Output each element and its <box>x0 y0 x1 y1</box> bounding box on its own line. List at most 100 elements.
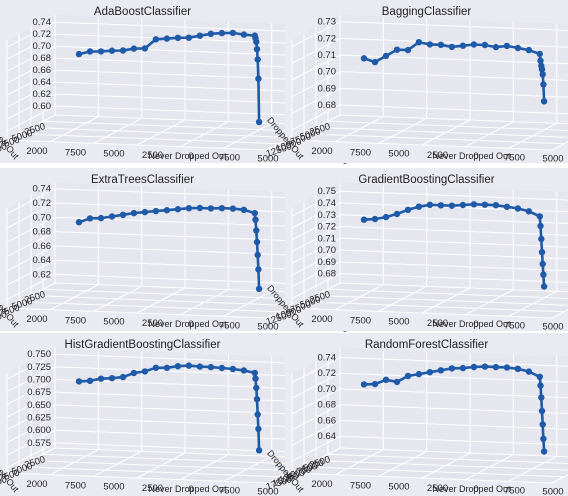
data-point-9 <box>448 365 456 372</box>
z-tick-label: 0.68 <box>318 269 337 280</box>
grid-line <box>315 460 568 471</box>
data-point-22 <box>255 425 262 433</box>
data-point-17 <box>536 213 543 220</box>
z-tick-label: 0.70 <box>33 41 52 52</box>
data-point-9 <box>163 364 171 371</box>
data-point-6 <box>415 370 423 378</box>
grid-line <box>30 295 292 306</box>
x-tick-label: 5000 <box>388 149 409 160</box>
data-point-9 <box>163 207 171 214</box>
data-point-7 <box>141 45 149 52</box>
data-point-17 <box>251 209 258 217</box>
data-point-20 <box>538 66 546 73</box>
data-point-1 <box>360 381 368 388</box>
data-point-3 <box>382 52 390 60</box>
data-point-9 <box>448 43 456 51</box>
y-tick-label: 10000 <box>0 309 8 328</box>
z-tick-label: 0.75 <box>318 186 337 197</box>
data-point-19 <box>538 235 545 243</box>
x-tick-label: 0 <box>473 151 478 162</box>
y-tick-label: 10000 <box>0 141 8 160</box>
data-point-8 <box>437 41 445 48</box>
data-point-15 <box>229 205 237 212</box>
data-point-17 <box>251 369 258 377</box>
data-point-14 <box>218 205 226 212</box>
data-point-3 <box>97 48 105 55</box>
data-point-18 <box>537 57 544 64</box>
data-point-15 <box>514 205 522 212</box>
z-tick-label: 0.64 <box>33 77 52 88</box>
data-point-9 <box>163 35 171 42</box>
z-tick-label: 0.74 <box>33 184 52 195</box>
chart-title: ExtraTreesClassifier <box>91 174 194 186</box>
z-tick-label: 0.70 <box>318 384 337 395</box>
data-point-23 <box>540 283 548 290</box>
x-axis-label: Never Dropped Out <box>148 151 227 161</box>
z-tick-label: 0.62 <box>33 89 52 100</box>
z-tick-label: 0.66 <box>33 241 52 252</box>
data-point-18 <box>537 382 544 389</box>
z-tick-label: 0.71 <box>318 50 337 61</box>
x-tick-label: 2500 <box>427 483 448 494</box>
data-point-2 <box>371 380 379 388</box>
subplot-3: ExtraTreesClassifier 0.62 0.64 0.66 0.68 0.70… <box>0 168 348 335</box>
data-point-23 <box>540 448 548 455</box>
data-point-3 <box>382 376 390 383</box>
z-tick-label: 0.575 <box>27 438 51 449</box>
data-point-19 <box>253 38 260 46</box>
data-point-7 <box>141 208 149 216</box>
data-point-21 <box>539 71 546 78</box>
grid-line <box>42 453 304 465</box>
data-point-4 <box>108 375 116 382</box>
data-point-12 <box>481 41 489 49</box>
x-tick-label: 2500 <box>142 318 163 329</box>
subplot-1: AdaBoostClassifier0.600.620.640.660.680.… <box>0 0 348 167</box>
x-tick-label: 7500 <box>65 147 86 158</box>
grid-line <box>291 472 553 484</box>
grid-line <box>315 127 568 138</box>
x-tick-label: 2000 <box>26 479 47 490</box>
data-point-6 <box>130 45 138 52</box>
x-tick-label: 2500 <box>427 150 448 161</box>
data-point-14 <box>503 203 511 210</box>
z-tick-label: 0.650 <box>27 400 51 411</box>
chart-title: GradientBoostingClassifier <box>358 174 494 186</box>
data-point-20 <box>253 396 261 403</box>
data-point-9 <box>448 202 456 209</box>
data-point-10 <box>174 34 182 41</box>
data-point-11 <box>185 362 193 369</box>
data-point-20 <box>253 238 261 246</box>
x-tick-label: 7500 <box>219 485 240 496</box>
data-point-18 <box>252 216 259 223</box>
z-tick-label: 0.62 <box>33 269 52 280</box>
grid-line <box>6 307 268 319</box>
x-axis-label: Never Dropped Out <box>432 484 511 494</box>
data-point-2 <box>371 58 379 66</box>
x-axis-label: Never Dropped Out <box>432 319 511 329</box>
x-tick-label: 5000 <box>103 482 124 493</box>
data-point-15 <box>229 365 237 373</box>
data-point-16 <box>525 208 533 215</box>
data-point-21 <box>539 260 546 268</box>
grid-line <box>18 133 280 145</box>
data-point-5 <box>119 211 127 218</box>
data-point-22 <box>540 81 547 88</box>
data-point-10 <box>174 363 182 370</box>
data-point-18 <box>537 222 544 230</box>
x-tick-label: 5000 <box>542 487 563 496</box>
z-tick-label: 0.68 <box>318 400 337 411</box>
z-tick-label: 0.70 <box>33 212 52 223</box>
z-tick-label: 0.69 <box>318 257 337 268</box>
x-tick-label: 7500 <box>350 480 371 491</box>
data-point-16 <box>525 368 533 375</box>
data-point-4 <box>393 46 401 53</box>
data-point-10 <box>459 364 467 372</box>
data-point-5 <box>404 46 412 54</box>
back-pane <box>340 183 568 292</box>
grid-line <box>303 466 565 478</box>
data-point-5 <box>119 47 127 54</box>
data-point-20 <box>253 46 261 53</box>
data-point-5 <box>404 372 412 380</box>
data-point-1 <box>75 219 83 226</box>
chart-title: RandomForestClassifier <box>365 339 489 351</box>
